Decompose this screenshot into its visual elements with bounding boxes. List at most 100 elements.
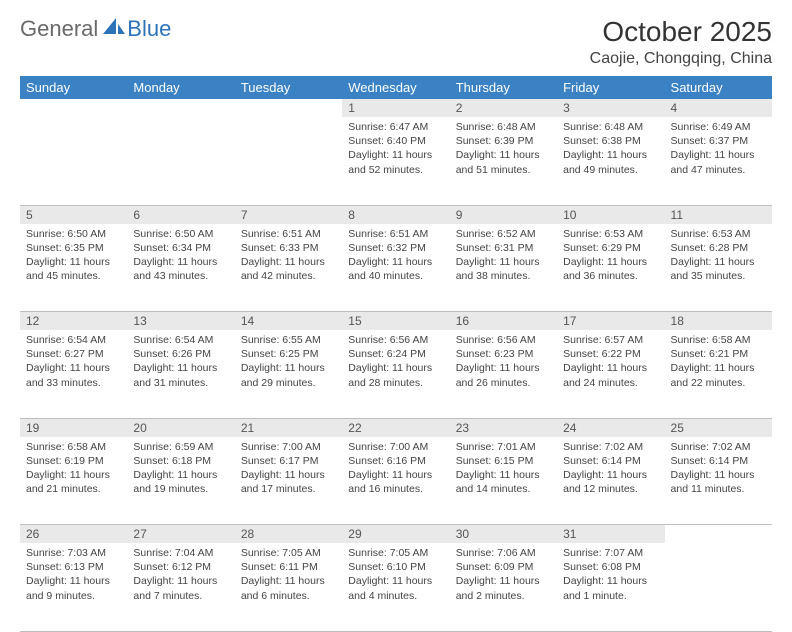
sunrise-text: Sunrise: 7:04 AM (133, 546, 228, 560)
sunset-text: Sunset: 6:08 PM (563, 560, 658, 574)
d2-text: and 36 minutes. (563, 269, 658, 283)
d1-text: Daylight: 11 hours (241, 574, 336, 588)
d2-text: and 38 minutes. (456, 269, 551, 283)
location: Caojie, Chongqing, China (590, 50, 772, 68)
d1-text: Daylight: 11 hours (348, 148, 443, 162)
week-row: Sunrise: 6:50 AMSunset: 6:35 PMDaylight:… (20, 224, 772, 312)
sunrise-text: Sunrise: 7:07 AM (563, 546, 658, 560)
day-cell: Sunrise: 7:00 AMSunset: 6:16 PMDaylight:… (342, 437, 449, 525)
d2-text: and 19 minutes. (133, 482, 228, 496)
daynum-cell: 10 (557, 205, 664, 224)
logo: General Blue (20, 16, 171, 42)
d1-text: Daylight: 11 hours (348, 574, 443, 588)
daynum-cell: 3 (557, 99, 664, 117)
sunset-text: Sunset: 6:09 PM (456, 560, 551, 574)
day-cell: Sunrise: 6:53 AMSunset: 6:29 PMDaylight:… (557, 224, 664, 312)
daynum-row: 12131415161718 (20, 312, 772, 331)
daynum-row: 262728293031 (20, 525, 772, 544)
sunset-text: Sunset: 6:14 PM (671, 454, 766, 468)
d1-text: Daylight: 11 hours (26, 574, 121, 588)
sunset-text: Sunset: 6:32 PM (348, 241, 443, 255)
d2-text: and 47 minutes. (671, 163, 766, 177)
day-cell: Sunrise: 6:51 AMSunset: 6:32 PMDaylight:… (342, 224, 449, 312)
d2-text: and 17 minutes. (241, 482, 336, 496)
sunrise-text: Sunrise: 6:47 AM (348, 120, 443, 134)
sunset-text: Sunset: 6:29 PM (563, 241, 658, 255)
sunset-text: Sunset: 6:37 PM (671, 134, 766, 148)
daynum-cell: 7 (235, 205, 342, 224)
d1-text: Daylight: 11 hours (26, 255, 121, 269)
title-block: October 2025 Caojie, Chongqing, China (590, 16, 772, 68)
d2-text: and 4 minutes. (348, 589, 443, 603)
day-cell: Sunrise: 7:02 AMSunset: 6:14 PMDaylight:… (557, 437, 664, 525)
d2-text: and 9 minutes. (26, 589, 121, 603)
daynum-cell: 26 (20, 525, 127, 544)
sunrise-text: Sunrise: 6:53 AM (671, 227, 766, 241)
daynum-cell: 27 (127, 525, 234, 544)
daynum-cell: 23 (450, 418, 557, 437)
sunrise-text: Sunrise: 6:48 AM (563, 120, 658, 134)
sunrise-text: Sunrise: 7:00 AM (241, 440, 336, 454)
d1-text: Daylight: 11 hours (456, 468, 551, 482)
sunset-text: Sunset: 6:27 PM (26, 347, 121, 361)
sunrise-text: Sunrise: 6:55 AM (241, 333, 336, 347)
sunrise-text: Sunrise: 6:50 AM (26, 227, 121, 241)
day-cell: Sunrise: 7:06 AMSunset: 6:09 PMDaylight:… (450, 543, 557, 631)
daynum-cell: 25 (665, 418, 772, 437)
d2-text: and 42 minutes. (241, 269, 336, 283)
d1-text: Daylight: 11 hours (241, 361, 336, 375)
sunrise-text: Sunrise: 7:05 AM (348, 546, 443, 560)
weekday-header: Wednesday (342, 76, 449, 99)
daynum-cell: 13 (127, 312, 234, 331)
daynum-cell: 30 (450, 525, 557, 544)
daynum-cell: 14 (235, 312, 342, 331)
d2-text: and 12 minutes. (563, 482, 658, 496)
daynum-cell: 6 (127, 205, 234, 224)
d1-text: Daylight: 11 hours (671, 468, 766, 482)
d2-text: and 26 minutes. (456, 376, 551, 390)
daynum-cell: 15 (342, 312, 449, 331)
daynum-cell: 16 (450, 312, 557, 331)
week-row: Sunrise: 7:03 AMSunset: 6:13 PMDaylight:… (20, 543, 772, 631)
d2-text: and 40 minutes. (348, 269, 443, 283)
sunset-text: Sunset: 6:25 PM (241, 347, 336, 361)
day-cell: Sunrise: 6:56 AMSunset: 6:24 PMDaylight:… (342, 330, 449, 418)
d1-text: Daylight: 11 hours (26, 361, 121, 375)
sunset-text: Sunset: 6:11 PM (241, 560, 336, 574)
sunrise-text: Sunrise: 6:57 AM (563, 333, 658, 347)
weekday-header: Thursday (450, 76, 557, 99)
day-cell: Sunrise: 6:55 AMSunset: 6:25 PMDaylight:… (235, 330, 342, 418)
daynum-cell: 1 (342, 99, 449, 117)
sunset-text: Sunset: 6:34 PM (133, 241, 228, 255)
d2-text: and 29 minutes. (241, 376, 336, 390)
sunrise-text: Sunrise: 6:59 AM (133, 440, 228, 454)
sunrise-text: Sunrise: 6:58 AM (26, 440, 121, 454)
daynum-cell (665, 525, 772, 544)
weekday-header: Sunday (20, 76, 127, 99)
d2-text: and 35 minutes. (671, 269, 766, 283)
logo-text-blue: Blue (127, 16, 171, 42)
d1-text: Daylight: 11 hours (563, 574, 658, 588)
daynum-cell: 19 (20, 418, 127, 437)
d2-text: and 52 minutes. (348, 163, 443, 177)
d2-text: and 28 minutes. (348, 376, 443, 390)
d2-text: and 1 minute. (563, 589, 658, 603)
d1-text: Daylight: 11 hours (456, 255, 551, 269)
daynum-row: 19202122232425 (20, 418, 772, 437)
daynum-cell: 29 (342, 525, 449, 544)
day-cell (127, 117, 234, 205)
d1-text: Daylight: 11 hours (456, 574, 551, 588)
day-cell: Sunrise: 7:05 AMSunset: 6:11 PMDaylight:… (235, 543, 342, 631)
daynum-cell: 18 (665, 312, 772, 331)
d2-text: and 6 minutes. (241, 589, 336, 603)
daynum-row: 1234 (20, 99, 772, 117)
d2-text: and 2 minutes. (456, 589, 551, 603)
daynum-cell: 24 (557, 418, 664, 437)
sunset-text: Sunset: 6:19 PM (26, 454, 121, 468)
d2-text: and 33 minutes. (26, 376, 121, 390)
d1-text: Daylight: 11 hours (563, 468, 658, 482)
d1-text: Daylight: 11 hours (348, 468, 443, 482)
sunset-text: Sunset: 6:38 PM (563, 134, 658, 148)
sunrise-text: Sunrise: 6:51 AM (348, 227, 443, 241)
weekday-header: Saturday (665, 76, 772, 99)
